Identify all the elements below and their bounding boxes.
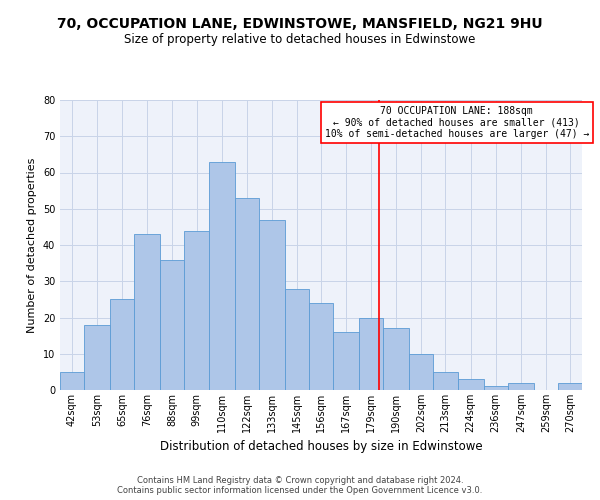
- Bar: [383, 328, 409, 390]
- Bar: [359, 318, 383, 390]
- Bar: [110, 300, 134, 390]
- Text: 70, OCCUPATION LANE, EDWINSTOWE, MANSFIELD, NG21 9HU: 70, OCCUPATION LANE, EDWINSTOWE, MANSFIE…: [57, 18, 543, 32]
- Bar: [60, 372, 84, 390]
- Bar: [558, 383, 582, 390]
- Bar: [285, 288, 309, 390]
- Bar: [409, 354, 433, 390]
- Bar: [84, 325, 110, 390]
- Bar: [259, 220, 285, 390]
- Bar: [484, 386, 508, 390]
- Text: 70 OCCUPATION LANE: 188sqm
← 90% of detached houses are smaller (413)
10% of sem: 70 OCCUPATION LANE: 188sqm ← 90% of deta…: [325, 106, 589, 139]
- X-axis label: Distribution of detached houses by size in Edwinstowe: Distribution of detached houses by size …: [160, 440, 482, 454]
- Text: Size of property relative to detached houses in Edwinstowe: Size of property relative to detached ho…: [124, 32, 476, 46]
- Bar: [458, 379, 484, 390]
- Bar: [235, 198, 259, 390]
- Bar: [160, 260, 184, 390]
- Y-axis label: Number of detached properties: Number of detached properties: [27, 158, 37, 332]
- Bar: [184, 230, 209, 390]
- Bar: [433, 372, 458, 390]
- Bar: [134, 234, 160, 390]
- Bar: [309, 303, 333, 390]
- Bar: [333, 332, 359, 390]
- Text: Contains HM Land Registry data © Crown copyright and database right 2024.
Contai: Contains HM Land Registry data © Crown c…: [118, 476, 482, 495]
- Bar: [209, 162, 235, 390]
- Bar: [508, 383, 534, 390]
